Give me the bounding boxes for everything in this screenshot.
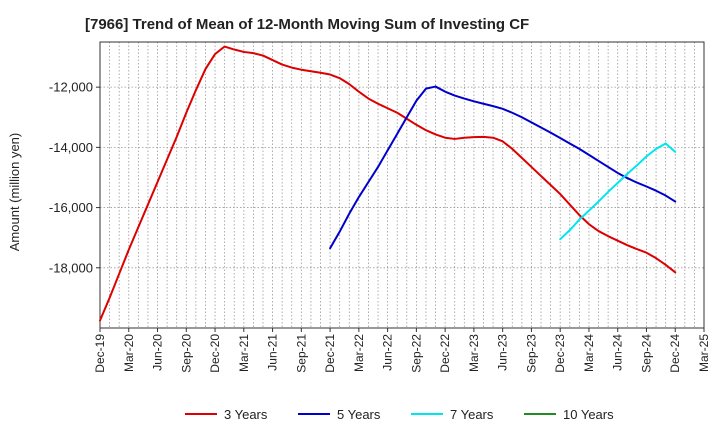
- x-tick-label: Sep-23: [524, 334, 538, 373]
- series-line-7-years: [559, 142, 677, 241]
- y-tick-label: -12,000: [49, 80, 93, 95]
- x-axis-ticks: Dec-19 Mar-20 Jun-20 Sep-20 Dec-20 Mar-21 Jun-…: [93, 328, 711, 373]
- y-tick-label: -14,000: [49, 140, 93, 155]
- x-tick-label: Jun-23: [496, 334, 510, 371]
- x-tick-label: Dec-19: [93, 334, 107, 373]
- legend-label-5-years: 5 Years: [337, 407, 381, 422]
- x-tick-label: Dec-24: [668, 334, 682, 373]
- x-tick-label: Dec-22: [438, 334, 452, 373]
- series-lines: [99, 45, 677, 322]
- x-tick-label: Jun-24: [611, 334, 625, 371]
- legend-label-7-years: 7 Years: [450, 407, 494, 422]
- x-tick-label: Dec-20: [208, 334, 222, 373]
- x-tick-label: Sep-21: [294, 334, 308, 373]
- x-tick-label: Mar-24: [582, 334, 596, 372]
- y-tick-label: -16,000: [49, 200, 93, 215]
- x-tick-label: Mar-20: [122, 334, 136, 372]
- y-axis-ticks: -18,000 -16,000 -14,000 -12,000: [49, 80, 100, 275]
- y-tick-label: -18,000: [49, 260, 93, 275]
- x-tick-label: Jun-21: [266, 334, 280, 371]
- x-tick-label: Jun-22: [381, 334, 395, 371]
- series-line-3-years: [99, 45, 677, 322]
- series-line-5-years: [329, 85, 677, 250]
- legend-label-3-years: 3 Years: [224, 407, 268, 422]
- legend: 3 Years 5 Years 7 Years 10 Years: [185, 407, 614, 422]
- x-tick-label: Dec-23: [553, 334, 567, 373]
- plot-area: [100, 42, 704, 328]
- x-tick-label: Mar-21: [237, 334, 251, 372]
- legend-label-10-years: 10 Years: [563, 407, 614, 422]
- chart-title: [7966] Trend of Mean of 12-Month Moving …: [85, 16, 530, 33]
- x-tick-label: Mar-23: [467, 334, 481, 372]
- x-tick-label: Mar-25: [697, 334, 711, 372]
- x-tick-label: Sep-22: [409, 334, 423, 373]
- x-tick-label: Dec-21: [323, 334, 337, 373]
- x-tick-label: Sep-24: [639, 334, 653, 373]
- x-tick-label: Sep-20: [179, 334, 193, 373]
- x-tick-label: Mar-22: [352, 334, 366, 372]
- plot-frame: [99, 41, 705, 329]
- x-tick-label: Jun-20: [151, 334, 165, 371]
- y-axis-label: Amount (million yen): [7, 133, 22, 252]
